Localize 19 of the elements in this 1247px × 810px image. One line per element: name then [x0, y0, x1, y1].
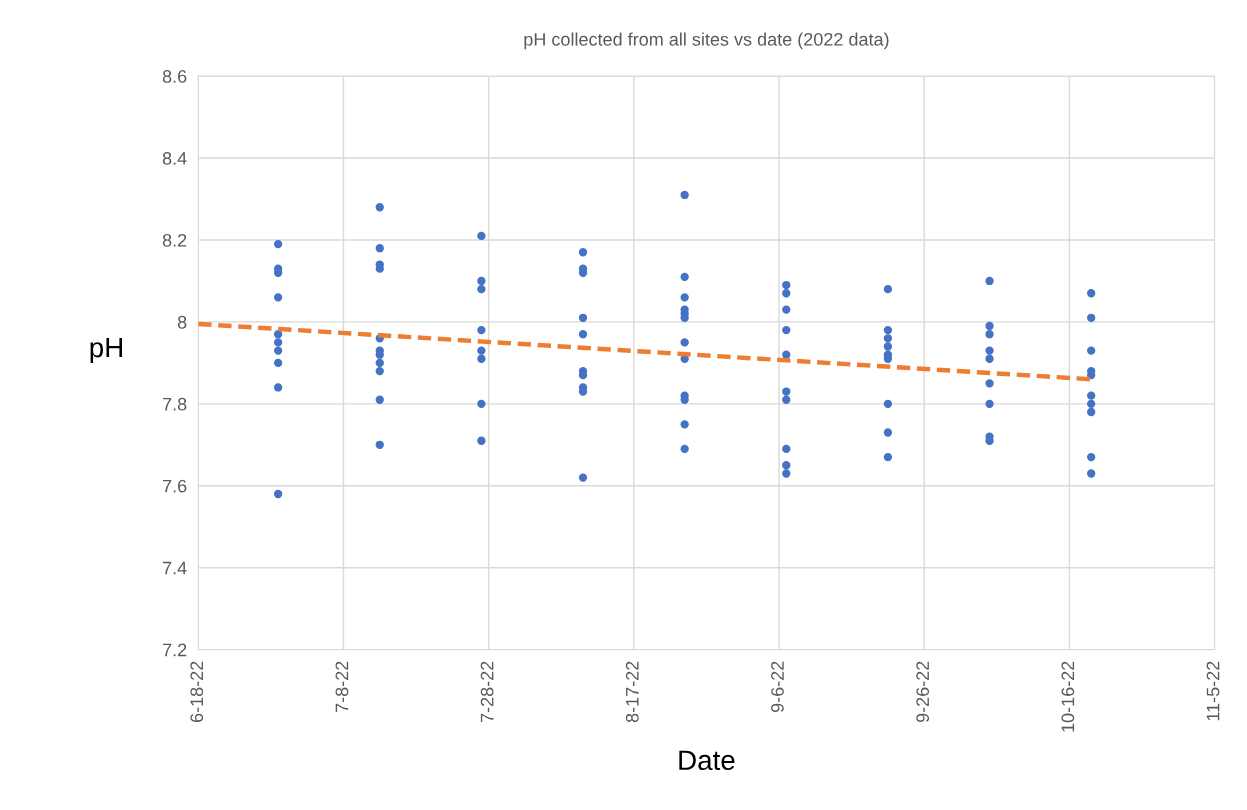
chart-title: pH collected from all sites vs date (2022 data) — [524, 32, 889, 50]
y-tick-label: 7.2 — [162, 643, 187, 657]
y-tick-label: 8.4 — [162, 152, 187, 165]
x-tick-label: 7-28-22 — [480, 661, 494, 723]
x-tick-label: 10-16-22 — [1061, 661, 1075, 732]
x-tick-label: 8-17-22 — [625, 661, 639, 723]
y-tick-label: 8 — [177, 315, 187, 329]
x-tick-label: 11-5-22 — [1206, 661, 1220, 721]
y-tick-label: 8.2 — [162, 233, 187, 247]
y-tick-label: 7.6 — [162, 479, 187, 493]
x-axis-title: Date — [679, 750, 735, 771]
x-tick-label: 9-26-22 — [916, 661, 930, 723]
x-tick-label: 6-18-22 — [190, 661, 204, 723]
y-tick-label: 7.8 — [162, 397, 187, 411]
y-tick-label: 7.4 — [162, 561, 187, 575]
x-tick-label: 7-8-22 — [335, 661, 349, 712]
x-tick-label: 9-6-22 — [771, 661, 784, 713]
y-tick-label: 8.6 — [162, 70, 187, 83]
y-axis-title: pH — [90, 338, 122, 363]
